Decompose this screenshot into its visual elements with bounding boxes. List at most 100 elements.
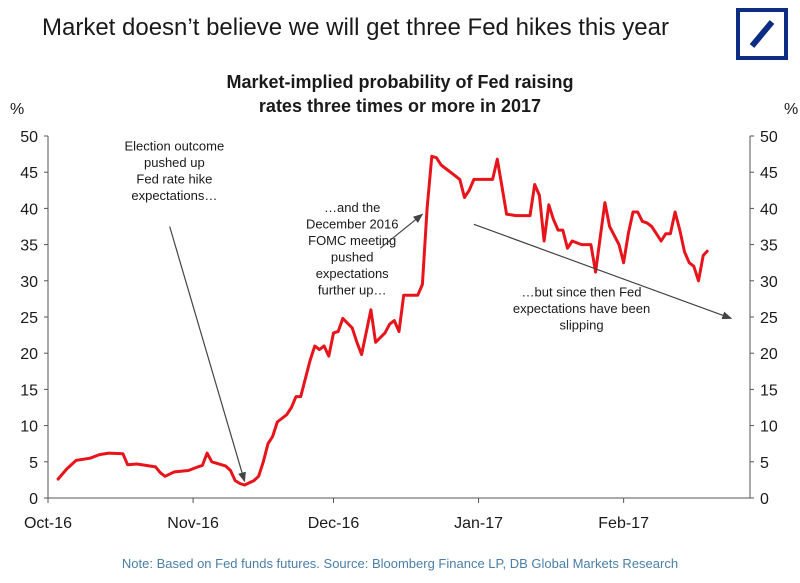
y-tick-label-right: 5 bbox=[760, 455, 769, 472]
data-point bbox=[707, 249, 709, 251]
annotation-text-line: further up… bbox=[318, 283, 387, 298]
annotation-arrow bbox=[379, 213, 424, 249]
data-point bbox=[309, 359, 311, 361]
data-point bbox=[440, 164, 442, 166]
data-point bbox=[159, 472, 161, 474]
data-point bbox=[655, 233, 658, 235]
data-point bbox=[225, 465, 227, 467]
x-tick-label: Dec-16 bbox=[308, 515, 360, 532]
data-point bbox=[89, 457, 91, 459]
data-point bbox=[272, 435, 274, 438]
annotation-text-line: pushed bbox=[331, 250, 374, 265]
data-point bbox=[473, 178, 475, 180]
data-point bbox=[318, 349, 320, 351]
data-point bbox=[618, 244, 620, 246]
data-point bbox=[56, 479, 59, 481]
data-point bbox=[122, 453, 124, 455]
data-point bbox=[314, 345, 316, 347]
annotation-text-line: slipping bbox=[559, 318, 603, 333]
y-tick-label-left: 25 bbox=[20, 310, 38, 327]
data-point bbox=[609, 225, 611, 228]
annotation-text-line: …but since then Fed bbox=[522, 285, 642, 300]
data-point bbox=[651, 225, 653, 228]
data-point bbox=[674, 211, 676, 213]
data-point bbox=[697, 280, 700, 282]
data-point bbox=[562, 229, 564, 231]
y-tick-label-left: 5 bbox=[29, 455, 38, 472]
deutsche-bank-slash-logo bbox=[736, 8, 788, 60]
data-point bbox=[702, 254, 704, 257]
data-point bbox=[300, 396, 302, 398]
x-tick-label: Feb-17 bbox=[598, 515, 649, 532]
data-point bbox=[538, 194, 541, 196]
data-point bbox=[590, 244, 592, 246]
data-point bbox=[262, 461, 264, 463]
data-point bbox=[239, 482, 241, 485]
y-axis-left-unit: % bbox=[10, 101, 24, 118]
data-point bbox=[407, 294, 409, 296]
data-point bbox=[66, 468, 68, 470]
data-point bbox=[206, 452, 208, 454]
data-point bbox=[342, 317, 344, 319]
annotation-text-line: FOMC meeting bbox=[308, 233, 396, 248]
data-point bbox=[136, 463, 138, 465]
annotation-text-line: December 2016 bbox=[306, 217, 399, 232]
x-tick-label: Jan-17 bbox=[454, 515, 503, 532]
data-point bbox=[295, 396, 297, 398]
y-tick-label-right: 30 bbox=[760, 274, 778, 291]
annotation-text-line: pushed up bbox=[144, 155, 205, 170]
data-point bbox=[632, 211, 634, 213]
data-point bbox=[571, 240, 573, 242]
data-point bbox=[361, 354, 363, 356]
data-point bbox=[595, 271, 597, 273]
data-point bbox=[580, 244, 583, 246]
data-point bbox=[529, 215, 531, 217]
data-point bbox=[679, 229, 681, 231]
y-tick-label-right: 40 bbox=[760, 201, 778, 218]
y-tick-label-left: 50 bbox=[20, 129, 38, 146]
data-point bbox=[332, 332, 335, 334]
data-point bbox=[164, 475, 166, 477]
chart-series bbox=[56, 154, 710, 487]
data-point bbox=[276, 421, 278, 423]
data-point bbox=[454, 175, 456, 177]
y-axis-right-unit: % bbox=[784, 101, 798, 118]
y-tick-label-right: 25 bbox=[760, 310, 778, 327]
y-tick-label-right: 20 bbox=[760, 346, 778, 363]
y-tick-label-left: 40 bbox=[20, 201, 38, 218]
page-title: Market doesn’t believe we will get three… bbox=[42, 14, 669, 41]
data-point bbox=[426, 207, 428, 209]
data-point bbox=[155, 466, 157, 468]
data-point bbox=[566, 247, 569, 249]
data-point bbox=[108, 452, 110, 454]
data-point bbox=[623, 262, 625, 264]
y-tick-label-left: 45 bbox=[20, 165, 38, 182]
y-tick-label-right: 10 bbox=[760, 419, 778, 436]
data-point bbox=[641, 220, 644, 222]
y-tick-label-left: 30 bbox=[20, 274, 38, 291]
x-tick-label: Nov-16 bbox=[167, 515, 219, 532]
data-point bbox=[665, 233, 667, 235]
data-point bbox=[637, 211, 639, 213]
data-point bbox=[660, 240, 662, 242]
annotation-text-line: expectations bbox=[316, 266, 389, 281]
data-point bbox=[229, 469, 232, 472]
data-point bbox=[356, 341, 358, 343]
data-point bbox=[286, 414, 288, 416]
x-tick-label: Oct-16 bbox=[24, 515, 72, 532]
data-point bbox=[683, 251, 686, 253]
data-point bbox=[98, 454, 101, 456]
data-point bbox=[548, 204, 550, 206]
y-tick-label-right: 0 bbox=[760, 491, 769, 508]
logo-frame bbox=[736, 8, 788, 60]
y-tick-label-right: 45 bbox=[760, 165, 778, 182]
annotation-text-line: expectations… bbox=[131, 188, 217, 203]
y-tick-label-right: 50 bbox=[760, 129, 778, 146]
data-point bbox=[534, 183, 536, 186]
data-point bbox=[267, 443, 269, 445]
data-point bbox=[389, 323, 391, 325]
data-point bbox=[501, 186, 503, 188]
data-point bbox=[693, 265, 695, 267]
